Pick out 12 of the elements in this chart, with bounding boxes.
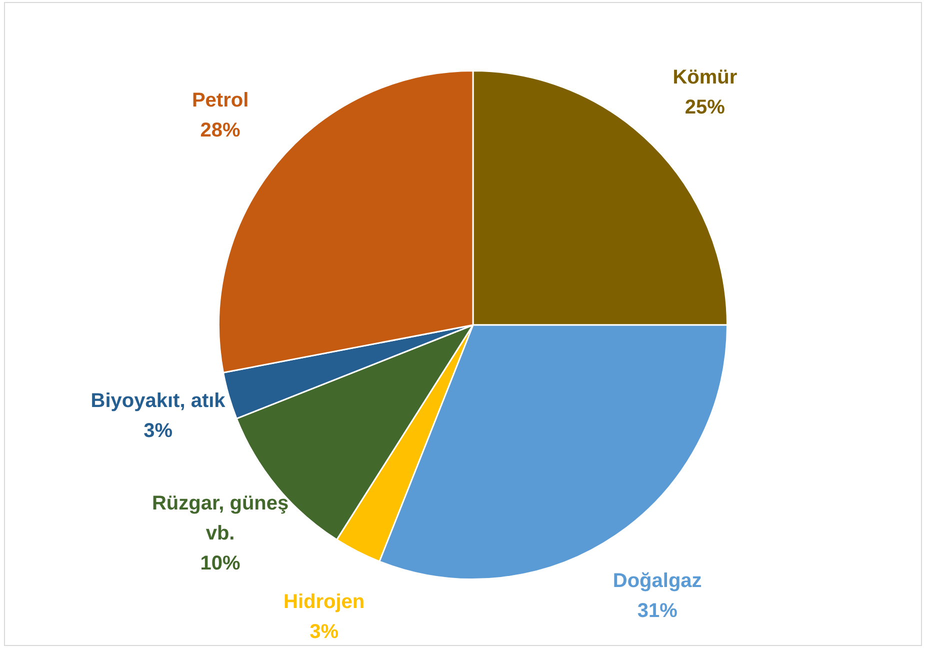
data-label: 28% xyxy=(200,119,241,142)
slice-label: Hidrojen xyxy=(284,590,365,613)
data-label: 10% xyxy=(200,552,241,575)
data-label: 31% xyxy=(637,600,678,622)
data-label: 25% xyxy=(684,96,726,119)
data-label: 3% xyxy=(310,620,339,643)
data-label: 3% xyxy=(144,420,173,442)
slice-label: Doğalgaz xyxy=(612,570,702,592)
slice-label: Biyoyakıt, atık xyxy=(90,390,226,412)
slice-label: Kömür xyxy=(672,66,738,89)
slice-label: Petrol xyxy=(192,89,249,112)
slice-label: Rüzgar, güneş vb. xyxy=(152,492,289,545)
